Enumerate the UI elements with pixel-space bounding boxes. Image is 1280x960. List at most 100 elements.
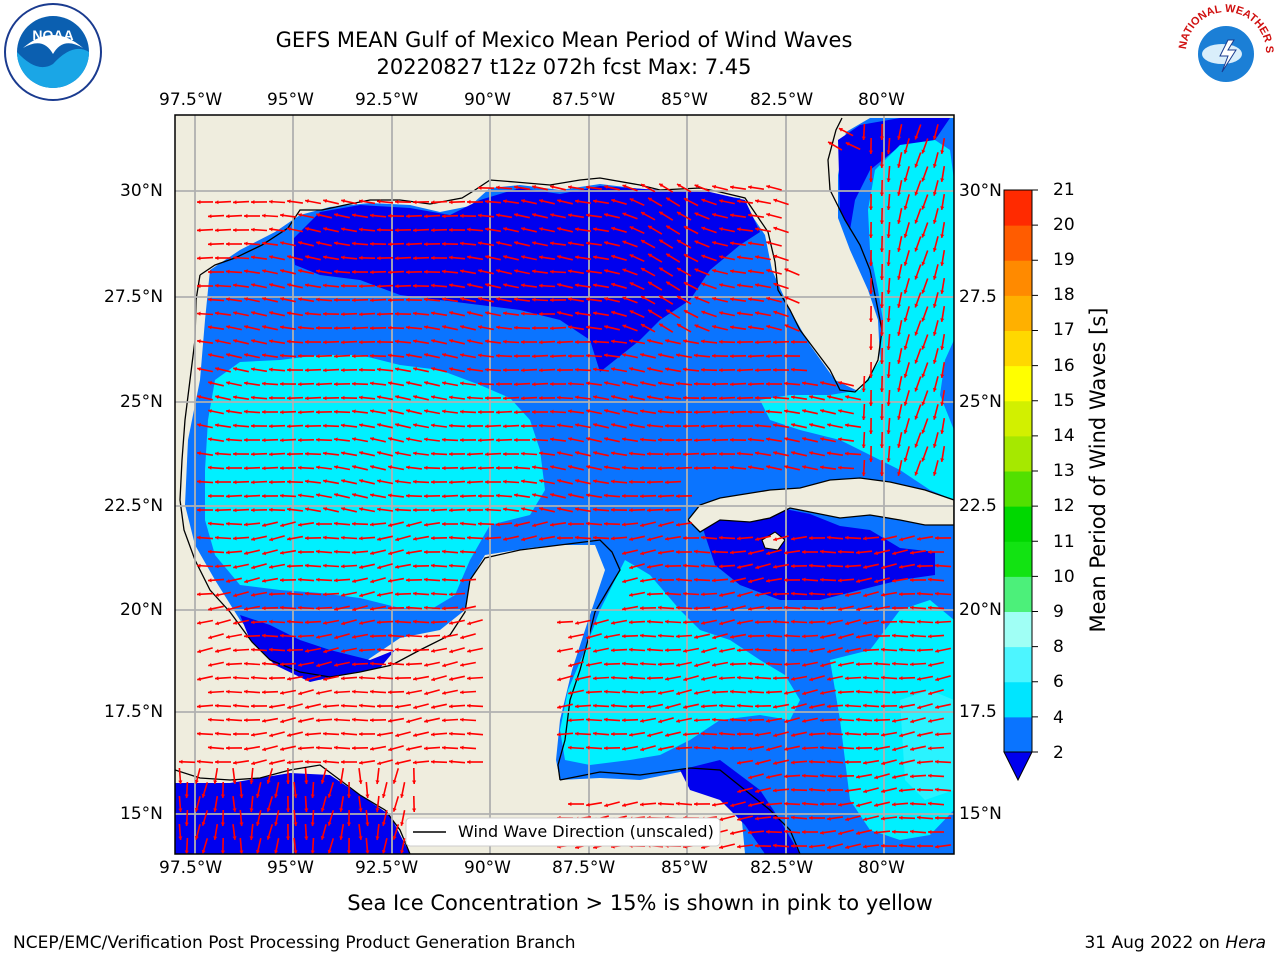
wind-wave-arrow-head <box>666 197 671 202</box>
wind-wave-arrow-head <box>827 816 831 821</box>
wind-wave-arrow-head <box>604 493 608 498</box>
wind-wave-arrow-head <box>215 508 219 513</box>
wind-wave-arrow-head <box>658 381 662 386</box>
wind-wave-arrow-head <box>575 507 579 512</box>
wind-wave-arrow-head <box>712 268 717 273</box>
wind-wave-arrow-head <box>467 621 472 626</box>
wind-wave-arrow-head <box>914 219 919 224</box>
wind-wave-arrow-head <box>568 325 572 330</box>
wind-wave-arrow-head <box>539 368 543 373</box>
wind-wave-arrow-head <box>251 339 255 344</box>
wind-wave-arrow-head <box>568 465 572 469</box>
wind-wave-arrow-head <box>881 789 885 794</box>
wind-wave-arrow-head <box>737 283 741 288</box>
wind-wave-arrow-head <box>406 437 410 442</box>
wind-wave-arrow-head <box>244 269 248 274</box>
wind-wave-arrow-head <box>694 718 698 723</box>
wind-wave-arrow-head <box>827 787 831 793</box>
wind-wave-arrow-head <box>262 494 266 499</box>
wind-wave-arrow-head <box>755 704 759 709</box>
colorbar-segment <box>1004 435 1032 472</box>
wind-wave-arrow-head <box>413 508 417 513</box>
wind-wave-arrow-head <box>327 849 332 854</box>
wind-wave-arrow-head <box>467 703 471 708</box>
wind-wave-arrow-head <box>503 452 507 457</box>
wind-wave-arrow-head <box>388 437 392 441</box>
wind-wave-arrow-head <box>838 549 842 554</box>
wind-wave-arrow-head <box>586 353 590 358</box>
wind-wave-arrow-head <box>305 620 309 625</box>
wind-wave-arrow-head <box>305 677 310 682</box>
wind-wave-arrow-head <box>665 648 669 653</box>
wind-wave-arrow-head <box>370 298 374 303</box>
wind-wave-arrow-head <box>766 829 770 834</box>
wind-wave-arrow-head <box>586 185 590 190</box>
wind-wave-arrow-head <box>280 325 284 330</box>
wind-wave-arrow-head <box>903 401 908 406</box>
wind-wave-arrow-head <box>683 367 687 372</box>
wind-wave-arrow-head <box>903 233 908 238</box>
wind-wave-arrow-head <box>719 368 723 373</box>
wind-wave-arrow-head <box>557 423 561 428</box>
wind-wave-arrow-head <box>449 395 453 400</box>
wind-wave-arrow-head <box>406 270 410 275</box>
wind-wave-arrow-head <box>316 606 320 611</box>
wind-wave-arrow-head <box>262 325 266 330</box>
wind-wave-arrow-head <box>658 353 662 357</box>
wind-wave-arrow-head <box>424 634 428 639</box>
wind-wave-arrow-head <box>730 382 734 387</box>
wind-wave-arrow-head <box>280 213 284 218</box>
wind-wave-arrow-head <box>197 256 201 261</box>
wind-wave-arrow-head <box>683 424 687 429</box>
wind-wave-arrow-head <box>215 703 219 708</box>
wind-wave-arrow-head <box>575 704 579 709</box>
wind-wave-arrow-head <box>766 296 771 301</box>
wind-wave-arrow-head <box>298 213 302 218</box>
wind-wave-arrow-head <box>575 731 579 736</box>
wind-wave-arrow-head <box>352 634 356 639</box>
wind-wave-arrow-head <box>897 360 902 364</box>
wind-wave-arrow-head <box>586 325 590 330</box>
wind-wave-arrow-head <box>388 690 392 695</box>
colorbar-segment <box>1004 576 1032 612</box>
wind-wave-arrow-head <box>388 270 392 275</box>
colorbar-tick: 4 <box>1053 708 1064 728</box>
wind-wave-arrow-head <box>593 507 597 512</box>
wind-wave-arrow-head <box>593 199 597 204</box>
wind-wave-arrow-head <box>557 340 561 345</box>
wind-wave-arrow-head <box>431 283 435 288</box>
wind-wave-arrow-head <box>658 605 662 610</box>
wind-wave-arrow-head <box>298 634 302 639</box>
wind-wave-arrow-head <box>539 311 543 317</box>
caribbean-cyan-2 <box>900 690 954 800</box>
wind-wave-arrow-head <box>262 409 266 414</box>
wind-wave-arrow-head <box>557 255 561 259</box>
wind-wave-arrow-head <box>539 283 543 288</box>
wind-wave-arrow-head <box>629 704 633 709</box>
wind-wave-arrow-head <box>921 177 926 182</box>
wind-wave-arrow-head <box>287 760 291 765</box>
colorbar-tick: 12 <box>1053 496 1075 516</box>
wind-wave-arrow-head <box>712 578 716 583</box>
wind-wave-arrow-head <box>586 297 590 302</box>
wind-wave-arrow-head <box>677 296 681 300</box>
wind-wave-arrow-head <box>208 465 212 470</box>
wind-wave-arrow-head <box>298 522 302 527</box>
wind-wave-arrow-head <box>449 620 453 625</box>
wind-wave-arrow-head <box>320 807 325 812</box>
wind-wave-arrow-head <box>310 822 315 826</box>
wind-wave-arrow-head <box>208 437 212 442</box>
wind-wave-arrow-head <box>215 479 219 484</box>
wind-wave-arrow-head <box>604 437 608 442</box>
wind-wave-arrow-head <box>845 788 849 793</box>
wind-wave-arrow-head <box>460 717 464 722</box>
wind-wave-arrow-head <box>226 550 230 555</box>
wind-wave-arrow-head <box>226 746 230 751</box>
wind-wave-arrow-head <box>424 409 428 414</box>
wind-wave-arrow-head <box>316 493 320 498</box>
wind-wave-arrow-head <box>251 255 255 260</box>
wind-wave-arrow-head <box>892 690 896 695</box>
wind-wave-arrow-head <box>208 353 212 358</box>
wind-wave-arrow-head <box>413 283 417 288</box>
wind-wave-arrow-head <box>358 808 363 812</box>
